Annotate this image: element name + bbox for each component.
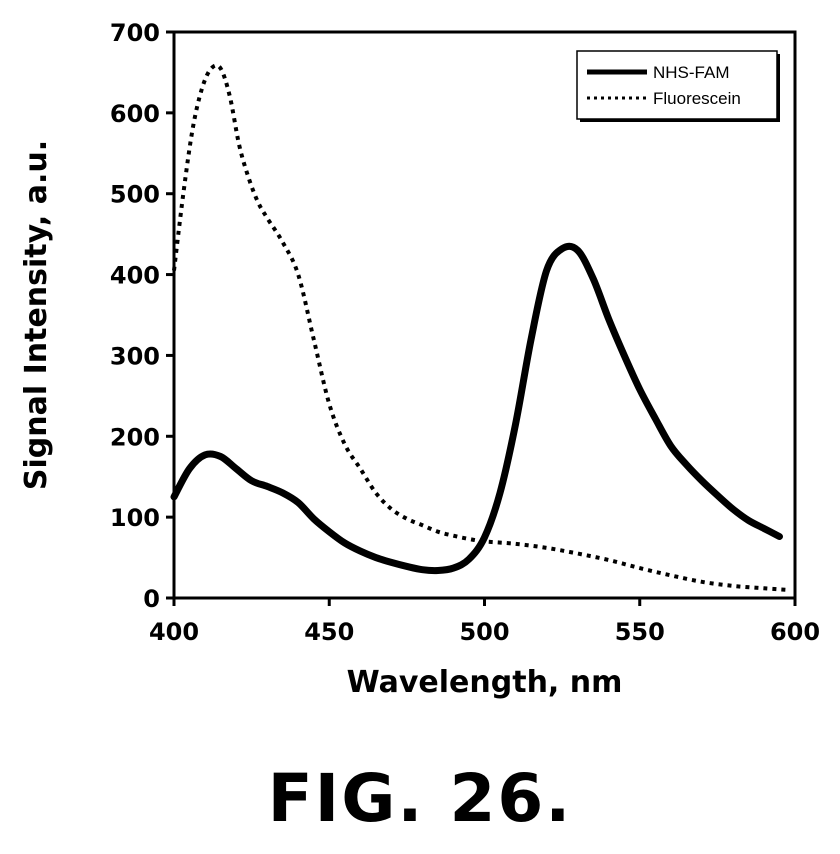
y-tick-label: 0 [143, 585, 160, 613]
x-tick-label: 600 [770, 618, 820, 646]
y-tick-label: 200 [110, 423, 160, 451]
legend-label-fluorescein: Fluorescein [653, 89, 741, 108]
y-axis-title: Signal Intensity, a.u. [19, 140, 54, 490]
x-tick-label: 400 [149, 618, 199, 646]
x-tick-label: 500 [459, 618, 509, 646]
y-tick-label: 500 [110, 181, 160, 209]
y-tick-label: 100 [110, 504, 160, 532]
y-tick-label: 600 [110, 100, 160, 128]
line-chart: 400 450 500 550 600 0 100 200 300 400 500 600 700 W… [19, 19, 820, 700]
x-axis: 400 450 500 550 600 [149, 598, 820, 646]
y-tick-label: 300 [110, 342, 160, 370]
figure-caption: FIG. 26. [267, 760, 573, 837]
series-layer [170, 63, 789, 592]
legend-label-nhs-fam: NHS-FAM [653, 63, 730, 82]
x-axis-title: Wavelength, nm [347, 665, 623, 700]
y-tick-label: 400 [110, 262, 160, 290]
legend-box [576, 50, 778, 120]
series-line-nhs-fam [170, 242, 783, 575]
legend: NHS-FAM Fluorescein [576, 50, 780, 122]
y-axis: 0 100 200 300 400 500 600 700 [110, 19, 174, 613]
x-tick-label: 550 [615, 618, 665, 646]
y-tick-label: 700 [110, 19, 160, 47]
x-tick-label: 450 [304, 618, 354, 646]
series-line-fluorescein [172, 63, 789, 592]
